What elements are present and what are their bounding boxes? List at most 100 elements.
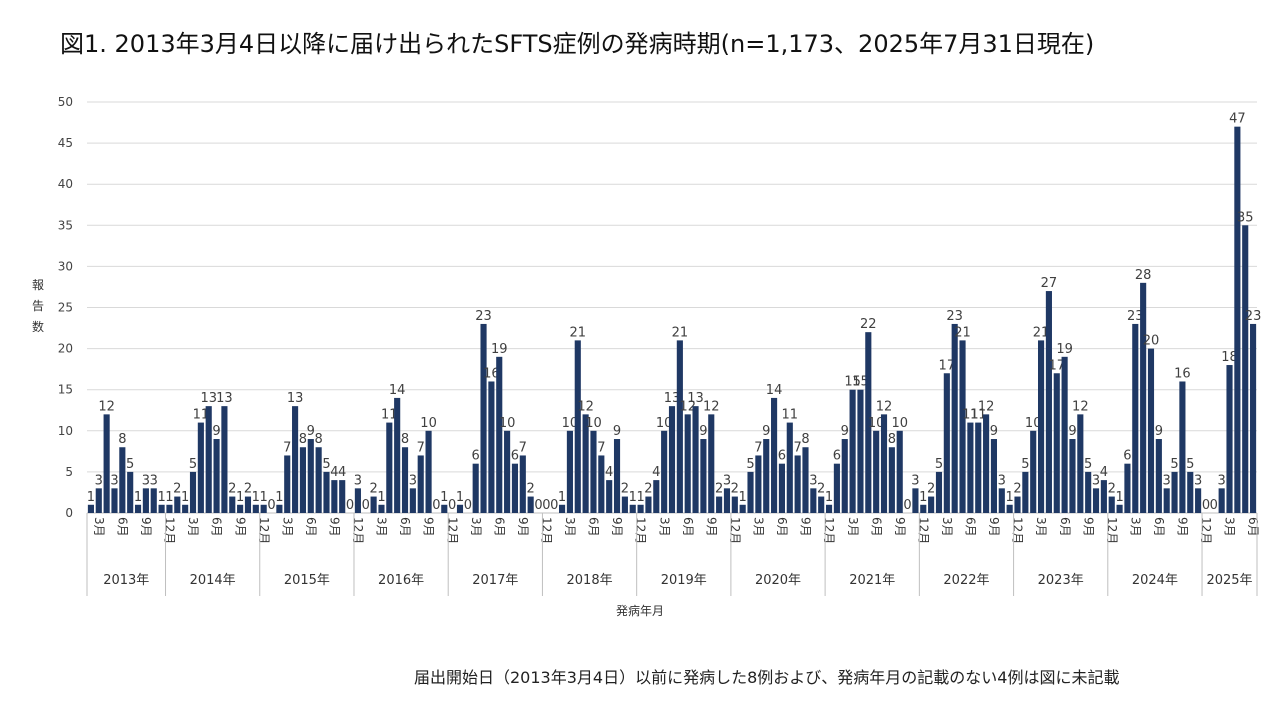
data-label: 0 — [534, 498, 542, 513]
bar — [1155, 439, 1162, 513]
bar — [692, 406, 699, 513]
bar — [975, 422, 982, 513]
data-label: 8 — [888, 432, 896, 447]
x-tick-label: 3月 — [563, 517, 577, 537]
data-label: 1 — [87, 490, 95, 505]
data-label: 3 — [95, 473, 103, 488]
data-label: 5 — [1170, 457, 1178, 472]
x-tick-label: 12月 — [728, 517, 742, 544]
bar — [637, 504, 644, 513]
y-axis-label-char: 数 — [32, 320, 45, 334]
data-label: 6 — [472, 449, 480, 464]
bar — [378, 504, 385, 513]
y-tick-label: 10 — [58, 424, 73, 438]
data-label: 0 — [550, 498, 558, 513]
bar — [998, 488, 1005, 513]
bar — [315, 447, 322, 513]
data-label: 5 — [746, 457, 754, 472]
data-label: 14 — [389, 383, 406, 398]
data-label: 5 — [126, 457, 134, 472]
y-tick-label: 5 — [65, 465, 73, 479]
data-label: 8 — [801, 432, 809, 447]
bar — [103, 414, 110, 513]
x-tick-label: 3月 — [940, 517, 954, 537]
data-label: 3 — [911, 473, 919, 488]
bar — [284, 455, 291, 513]
bar — [166, 504, 173, 513]
x-tick-label: 6月 — [964, 517, 978, 537]
bar — [401, 447, 409, 513]
bar — [339, 480, 346, 513]
bar — [127, 471, 134, 513]
x-tick-label: 3月 — [186, 517, 200, 537]
data-label: 10 — [562, 416, 579, 431]
bar — [292, 406, 299, 513]
data-label: 2 — [621, 482, 629, 497]
data-label: 1 — [456, 490, 464, 505]
data-label: 19 — [491, 342, 508, 357]
x-tick-label: 9月 — [893, 517, 907, 537]
year-label: 2014年 — [190, 573, 236, 588]
data-label: 16 — [1174, 366, 1191, 381]
data-label: 6 — [778, 449, 786, 464]
bar — [111, 488, 118, 513]
data-label: 20 — [1143, 334, 1160, 349]
bar — [189, 471, 197, 513]
bar — [935, 471, 943, 513]
data-label: 23 — [946, 309, 963, 324]
data-label: 9 — [307, 424, 315, 439]
data-label: 7 — [283, 440, 291, 455]
year-label: 2023年 — [1038, 573, 1084, 588]
data-label: 2 — [927, 482, 935, 497]
bar — [1163, 488, 1170, 513]
bar — [559, 504, 566, 513]
data-label: 3 — [1163, 473, 1171, 488]
bar — [1092, 488, 1100, 513]
bar — [1006, 504, 1013, 513]
bar — [865, 332, 872, 513]
data-label: 3 — [142, 473, 150, 488]
data-label: 1 — [260, 490, 268, 505]
bar — [684, 414, 691, 513]
data-label: 10 — [1025, 416, 1042, 431]
bar — [1069, 439, 1076, 513]
data-label: 6 — [1123, 449, 1131, 464]
data-label: 6 — [833, 449, 841, 464]
bar — [299, 447, 307, 513]
data-label: 21 — [954, 325, 971, 340]
x-tick-label: 9月 — [139, 517, 153, 537]
y-axis-label: 報告数 — [32, 276, 44, 335]
bar — [488, 381, 495, 513]
data-label: 10 — [656, 416, 673, 431]
data-label: 9 — [1068, 424, 1076, 439]
bar — [527, 496, 534, 513]
year-label: 2013年 — [103, 573, 149, 588]
bar — [158, 504, 165, 513]
data-label: 12 — [1072, 399, 1089, 414]
bar — [825, 504, 833, 513]
data-label: 7 — [417, 440, 425, 455]
bar — [496, 356, 503, 513]
bar — [323, 471, 330, 513]
x-tick-label: 3月 — [92, 517, 106, 537]
data-label: 10 — [868, 416, 885, 431]
data-label: 17 — [1048, 358, 1065, 373]
bar — [142, 488, 149, 513]
data-label: 5 — [189, 457, 197, 472]
x-tick-label: 9月 — [1176, 517, 1190, 537]
bar — [150, 488, 157, 513]
bar — [582, 414, 589, 513]
x-tick-label: 12月 — [1011, 517, 1025, 544]
x-tick-label: 3月 — [469, 517, 483, 537]
data-label: 12 — [876, 399, 893, 414]
bar — [480, 323, 487, 513]
data-label: 3 — [1092, 473, 1100, 488]
bar — [967, 422, 974, 513]
bar — [739, 504, 746, 513]
bar — [1030, 430, 1037, 513]
x-tick-label: 6月 — [869, 517, 883, 537]
y-tick-label: 0 — [65, 506, 73, 520]
x-axis-label: 発病年月 — [615, 604, 664, 618]
data-label: 1 — [157, 490, 165, 505]
data-label: 15 — [844, 375, 861, 390]
